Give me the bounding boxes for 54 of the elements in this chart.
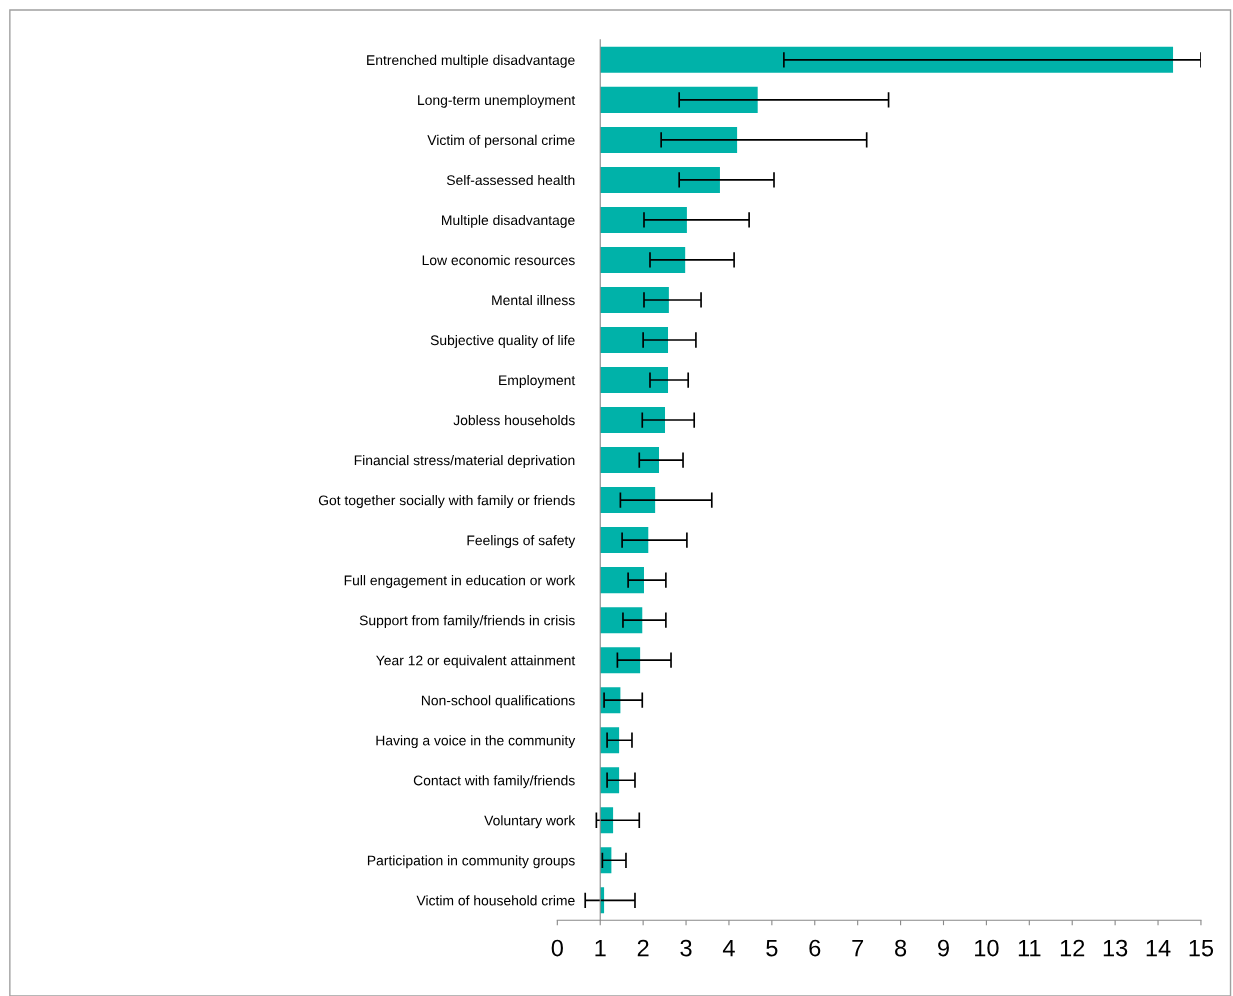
x-tick-label: 8 [895,939,907,957]
y-tick-label: Voluntary work [484,815,576,829]
y-tick-label: Full engagement in education or work [344,575,576,589]
y-tick-label: Year 12 or equivalent attainment [376,655,576,669]
y-tick-label: Multiple disadvantage [442,214,575,228]
bar [600,607,643,634]
x-tick-label: 14 [1146,939,1171,957]
y-tick-label: Mental illness [492,294,575,306]
y-tick-label: Got together socially with family or friends [318,495,575,508]
bar [600,86,758,113]
x-tick-label: 1 [595,939,606,957]
y-tick-label: Non-school qualifications [421,695,575,709]
y-tick-label: Feelings of safety [467,535,576,549]
bar [600,286,669,313]
bar [600,166,720,193]
x-tick-label: 7 [852,939,864,957]
bar [600,567,644,594]
y-tick-label: Self-assessed health [446,174,575,186]
bar [600,647,641,674]
x-tick-label: 12 [1060,939,1085,957]
y-tick-label: Victim of household crime [416,895,575,906]
x-tick-label: 5 [766,939,778,957]
bar [600,326,669,354]
y-tick-label: Jobless households [453,415,575,426]
y-tick-label: Victim of personal crime [427,134,575,148]
x-tick-label: 10 [975,939,999,957]
x-tick-label: 3 [680,939,692,957]
bar [600,367,669,394]
bar [600,46,1174,73]
bar [600,407,666,434]
bar [600,447,660,474]
x-tick-label: 0 [551,939,563,957]
y-tick-label: Subjective quality of life [430,334,575,348]
bar [600,126,738,153]
y-tick-label: Employment [499,374,576,388]
y-tick-label: Long-term unemployment [418,94,576,108]
bar [600,527,649,554]
y-tick-label: Having a voice in the community [376,735,576,749]
y-tick-label: Support from family/friends in crisis [359,615,575,629]
x-tick-label: 2 [637,939,649,957]
y-tick-label: Entrenched multiple disadvantage [367,54,575,68]
y-tick-label: Participation in community groups [367,855,575,869]
bar [600,487,656,514]
y-tick-label: Low economic resources [422,254,575,266]
x-tick-label: 6 [809,939,821,957]
x-tick-label: 4 [722,939,735,957]
x-tick-label: 13 [1103,939,1128,957]
y-tick-label: Contact with family/friends [413,775,575,789]
bar [600,246,686,273]
bar [600,206,687,233]
y-tick-label: Financial stress/material deprivation [354,455,575,468]
x-tick-label: 15 [1189,939,1214,957]
x-tick-label: 9 [938,939,949,957]
x-tick-label: 11 [1018,939,1041,957]
